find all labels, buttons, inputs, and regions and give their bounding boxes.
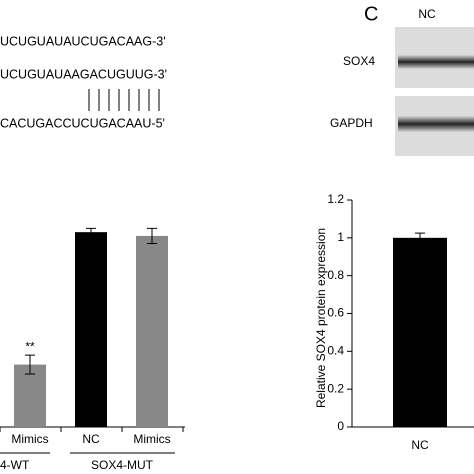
sequence: UCUGUAUAUCUGACAAG-3': [0, 34, 166, 48]
group-label: 4-WT: [0, 458, 30, 472]
y-tick-label: 0.4: [327, 344, 344, 358]
error-bar: [25, 354, 35, 375]
y-tick-label: 0.8: [327, 268, 344, 282]
error-bar: [86, 227, 96, 237]
y-tick-label: 0.2: [327, 381, 344, 395]
base-pairing: [88, 89, 160, 111]
sequence: UCUGUAUAAGACUGUUG-3': [0, 67, 167, 81]
blot-band: [398, 55, 474, 69]
blot-band: [398, 116, 474, 132]
error-bar: [147, 227, 157, 245]
x-tick-label: NC: [411, 438, 429, 452]
blot-row-label: GAPDH: [330, 116, 373, 130]
panel-label: C: [364, 3, 378, 25]
y-tick-label: 1.2: [327, 192, 344, 206]
bar: [14, 364, 46, 427]
error-bar: [415, 232, 425, 244]
x-tick-label: Mimics: [11, 432, 48, 446]
blot-column-label: NC: [418, 7, 436, 21]
y-tick-label: 0.6: [327, 306, 344, 320]
bar: [136, 235, 168, 427]
y-axis-label: Relative SOX4 protein expression: [314, 228, 328, 408]
significance-label: **: [25, 339, 35, 353]
bar: [393, 237, 447, 427]
y-tick-label: 1: [337, 230, 344, 244]
y-tick-label: 0: [337, 419, 344, 433]
sequence: CACUGACCUCUGACAAU-5': [0, 116, 165, 130]
x-tick-label: Mimics: [133, 432, 170, 446]
bar: [75, 232, 107, 427]
group-label: SOX4-MUT: [91, 458, 154, 472]
x-tick-label: NC: [82, 432, 100, 446]
blot-row-label: SOX4: [343, 54, 375, 68]
